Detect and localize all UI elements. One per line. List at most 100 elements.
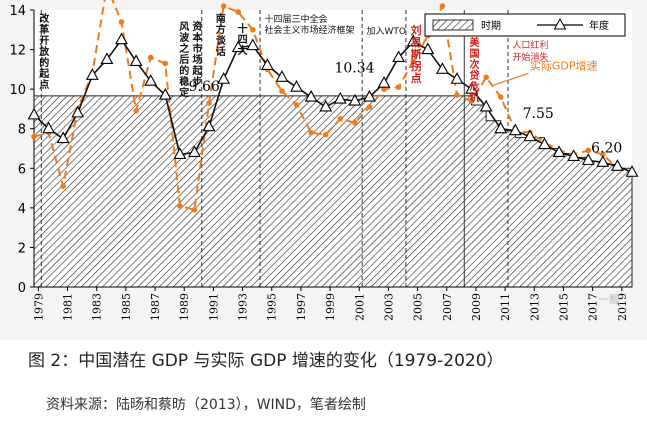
actual-gdp-point — [249, 26, 256, 33]
event-lewis-turning-point: 斯 — [411, 47, 422, 61]
y-tick-label: 2 — [18, 241, 26, 256]
event-subprime-crisis: 美 — [469, 36, 480, 49]
event-capital-market: 市 — [192, 42, 202, 55]
actual-gdp-point — [585, 147, 592, 154]
annual-potential-point — [508, 123, 522, 136]
annual-potential-point — [27, 107, 41, 120]
annual-potential-point — [421, 42, 435, 55]
annual-potential-point — [479, 99, 493, 112]
event-lewis-turning-point: 刘 — [411, 23, 422, 37]
annual-potential-point — [610, 159, 624, 171]
x-tick-label: 1995 — [266, 293, 279, 321]
y-tick-label: 8 — [18, 123, 26, 138]
actual-gdp-point — [395, 84, 402, 90]
watermark: 一瓢 — [598, 293, 620, 306]
actual-gdp-point — [60, 183, 66, 189]
event-capital-market: 的 — [179, 64, 189, 77]
actual-gdp-point — [439, 3, 446, 9]
actual-gdp-point — [366, 104, 373, 110]
actual-gdp-point — [410, 58, 417, 65]
actual-gdp-point — [483, 74, 489, 81]
event-reform-start: 革 — [39, 23, 49, 36]
actual-gdp-point — [235, 9, 241, 15]
event-lewis-turning-point: 拐 — [411, 59, 422, 73]
x-tick-label: 1987 — [149, 293, 162, 321]
actual-gdp-point — [600, 151, 606, 158]
event-subprime-crisis: 国 — [469, 48, 479, 60]
annual-potential-point — [333, 91, 347, 104]
x-tick-label: 1985 — [120, 293, 133, 321]
annual-potential-point — [625, 165, 639, 177]
actual-gdp-point — [147, 54, 154, 61]
annual-potential-point — [363, 89, 376, 102]
event-southern-tour: 话 — [216, 45, 226, 58]
source-note: 资料来源：陆旸和蔡昉（2013），WIND，笔者绘制 — [46, 397, 366, 413]
annual-potential-point — [567, 149, 581, 161]
x-tick-label: 1993 — [237, 293, 250, 321]
event-grid-layer — [40, 10, 509, 287]
actual-gdp-point — [322, 131, 329, 138]
x-tick-label: 2017 — [587, 293, 600, 321]
period-value-label: 9.66 — [189, 79, 220, 95]
actual-gdp-point — [177, 203, 183, 209]
x-tick-label: 2015 — [557, 293, 570, 321]
annual-potential-point — [319, 99, 333, 112]
x-tick-label: 2005 — [412, 293, 425, 321]
annual-potential-point — [231, 40, 245, 53]
period-value-label: 10.34 — [334, 61, 374, 77]
actual-gdp-point — [497, 94, 504, 100]
annual-potential-point — [260, 58, 274, 70]
annual-potential-point — [42, 121, 56, 134]
x-tick-label: 1999 — [324, 293, 337, 321]
event-market-framework: 社会主义市场经济框架 — [264, 24, 354, 36]
x-tick-label: 1979 — [32, 293, 45, 321]
annual-potential-point — [596, 155, 610, 167]
y-tick-label: 4 — [18, 202, 26, 217]
annual-potential-point — [406, 34, 420, 47]
event-southern-tour: 方 — [216, 23, 226, 36]
event-14th-congress: 四 — [238, 34, 248, 46]
x-tick-label: 2019 — [616, 293, 629, 321]
annual-potential-point — [71, 105, 85, 118]
chart-frame: 0 2 4 6 8 10 12 14 1979 1981 1983 1985 1987 1989 1991 1… — [0, 0, 647, 340]
x-tick-label: 1989 — [178, 293, 191, 321]
event-subprime-crisis: 危 — [469, 80, 479, 93]
annual-potential-point — [348, 93, 362, 106]
x-tick-label: 1991 — [207, 293, 220, 321]
event-capital-market: 之 — [179, 42, 189, 55]
event-capital-market: 定 — [179, 86, 189, 99]
event-reform-start: 点 — [39, 78, 49, 91]
annual-potential-point — [392, 50, 406, 63]
annual-potential-point — [290, 80, 303, 92]
y-tick-label: 10 — [9, 83, 26, 98]
actual-gdp-callout: 实际GDP增速 — [530, 58, 598, 72]
legend-annual-marker — [553, 17, 567, 30]
event-southern-tour: 谈 — [216, 34, 227, 47]
y-tick-label: 12 — [9, 44, 26, 59]
actual-gdp-point — [337, 116, 344, 122]
event-capital-market: 步 — [192, 75, 202, 88]
period-value-label: 7.55 — [523, 106, 554, 122]
x-tick-label: 2011 — [499, 293, 512, 321]
annual-potential-point — [435, 62, 449, 74]
annual-potential-point — [304, 89, 318, 102]
annual-potential-point — [552, 145, 566, 158]
actual-gdp-point — [468, 98, 475, 104]
annual-potential-point — [246, 38, 260, 51]
actual-gdp-point — [162, 60, 169, 67]
event-capital-market: 稳 — [179, 75, 189, 88]
annual-potential-point — [202, 119, 216, 132]
annual-potential-point — [100, 52, 114, 65]
annual-potential-point — [144, 74, 158, 86]
annual-potential-point — [450, 72, 464, 84]
actual-gdp-point — [293, 102, 300, 108]
event-southern-tour: 南 — [216, 12, 226, 25]
x-tick-label: 1983 — [91, 293, 104, 321]
actual-gdp-point — [454, 92, 460, 98]
event-capital-market: 资 — [192, 20, 202, 33]
event-14th-congress: 大 — [238, 44, 248, 57]
axes-layer: 0 2 4 6 8 10 12 14 1979 1981 1983 1985 1987 1989 1991 1… — [9, 4, 632, 321]
event-14th-congress: 十 — [238, 22, 248, 35]
annual-potential-point — [275, 70, 289, 82]
actual-gdp-point — [191, 207, 198, 213]
